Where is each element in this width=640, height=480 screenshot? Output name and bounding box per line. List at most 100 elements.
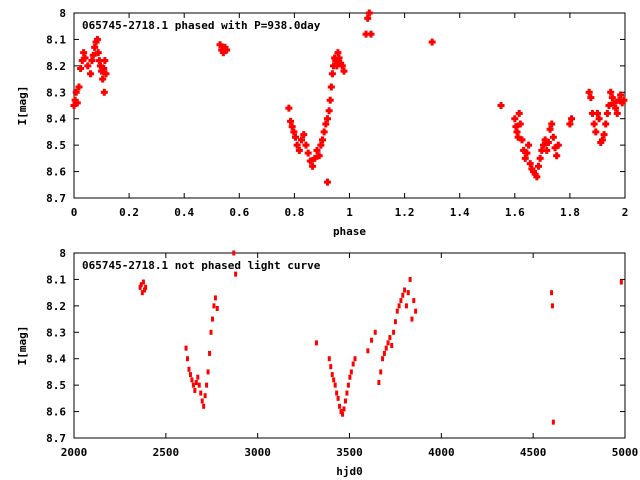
phased-x-tick-label: 0.2: [119, 206, 139, 219]
phased-data-point: [315, 152, 323, 160]
phased-data-point: [311, 154, 319, 162]
phased-x-tick-label: 0.4: [174, 206, 194, 219]
unphased-data-point: [140, 290, 144, 296]
phased-data-point: [593, 109, 601, 117]
phased-data-point: [216, 41, 224, 49]
unphased-data-point: [393, 319, 397, 325]
unphased-data-point: [408, 276, 412, 282]
phased-x-tick-label: 0: [71, 206, 78, 219]
unphased-data-point: [186, 356, 190, 362]
phased-x-tick-label: 1.2: [395, 206, 415, 219]
phased-data-point: [515, 109, 523, 117]
unphased-data-point: [215, 306, 219, 311]
unphased-y-tick-label: 8.4: [46, 353, 66, 366]
unphased-data-point: [335, 390, 339, 396]
phased-data-point: [290, 128, 298, 136]
phased-data-point: [322, 120, 330, 128]
phased-data-point: [100, 88, 108, 96]
phased-data-point: [338, 62, 346, 70]
unphased-x-tick-label: 2000: [61, 446, 88, 459]
unphased-data-point: [327, 356, 331, 362]
unphased-data-point: [232, 250, 236, 256]
phased-data-point: [590, 120, 598, 128]
phased-data-point: [88, 57, 96, 65]
phased-data-point: [223, 46, 231, 54]
phased-data-point: [541, 136, 549, 144]
unphased-data-point: [395, 308, 399, 314]
phased-data-point: [332, 57, 340, 65]
phased-data-point: [618, 99, 626, 107]
phased-x-axis-label: phase: [333, 225, 366, 238]
phased-data-point: [320, 128, 328, 136]
unphased-data-point: [193, 387, 197, 393]
unphased-data-point: [550, 303, 554, 309]
phased-data-point: [526, 160, 534, 168]
unphased-x-tick-label: 2500: [153, 446, 180, 459]
phased-data-point: [306, 157, 314, 165]
phased-data-point: [365, 9, 373, 17]
unphased-data-point: [348, 374, 352, 380]
phased-y-tick-label: 8.2: [46, 60, 66, 73]
phased-data-point: [75, 83, 83, 91]
unphased-data-point: [404, 303, 408, 309]
phased-data-point: [603, 109, 611, 117]
phased-chart: 0 0.2 0.4 0.6 0.8 1 1.2 1.4 1.6 1.8 2 8 8.1 8.2 8.3 8.…: [16, 7, 628, 238]
unphased-data-point: [345, 390, 349, 396]
phased-x-tick-label: 1.6: [505, 206, 525, 219]
unphased-data-points: [138, 250, 623, 425]
phased-data-points: [70, 9, 628, 186]
phased-data-point: [367, 30, 375, 38]
phased-data-point: [513, 128, 521, 136]
phased-data-point: [523, 149, 531, 157]
unphased-data-point: [343, 398, 347, 404]
phased-data-point: [98, 67, 106, 75]
phased-chart-title: 065745-2718.1 phased with P=938.0day: [82, 19, 321, 32]
unphased-data-point: [332, 377, 336, 383]
phased-data-point: [615, 96, 623, 104]
unphased-x-tick-label: 3000: [244, 446, 271, 459]
unphased-tick-marks: [73, 252, 626, 439]
unphased-data-point: [314, 340, 318, 346]
phased-data-point: [568, 115, 576, 123]
unphased-data-point: [213, 295, 217, 301]
phased-data-point: [95, 57, 103, 65]
unphased-data-point: [196, 374, 200, 380]
phased-data-point: [84, 62, 92, 70]
unphased-data-point: [138, 284, 142, 290]
phased-x-tick-label: 1: [346, 206, 353, 219]
phased-data-point: [323, 178, 331, 186]
phased-data-point: [298, 136, 306, 144]
unphased-data-point: [410, 316, 414, 322]
phased-y-tick-labels: 8 8.1 8.2 8.3 8.4 8.5 8.6 8.7: [46, 7, 66, 205]
phased-data-point: [221, 43, 229, 51]
phased-data-point: [605, 102, 613, 109]
unphased-data-point: [406, 290, 410, 296]
unphased-chart: 2000 2500 3000 3500 4000 4500 5000 88.18.28.38…: [16, 247, 638, 478]
unphased-chart-title: 065745-2718.1 not phased light curve: [82, 259, 321, 272]
unphased-data-point: [143, 287, 147, 293]
unphased-x-tick-label: 5000: [612, 446, 639, 459]
phased-data-point: [612, 104, 620, 112]
unphased-data-point: [338, 403, 342, 409]
phased-data-point: [93, 35, 101, 43]
unphased-y-tick-label: 8.1: [46, 273, 66, 286]
unphased-data-point: [202, 403, 206, 409]
phased-data-point: [300, 131, 308, 139]
phased-data-point: [293, 141, 301, 149]
phased-data-point: [598, 136, 606, 144]
unphased-data-point: [342, 406, 346, 412]
unphased-data-point: [414, 308, 418, 314]
phased-data-point: [96, 62, 104, 70]
phased-data-point: [328, 70, 336, 78]
phased-data-point: [525, 141, 533, 149]
unphased-data-point: [194, 380, 198, 385]
phased-data-point: [218, 46, 226, 54]
phased-y-tick-label: 8: [59, 7, 66, 20]
phased-data-point: [317, 141, 325, 149]
phased-data-point: [428, 38, 436, 46]
phased-y-tick-label: 8.7: [46, 192, 66, 205]
phased-data-point: [597, 139, 605, 146]
phased-data-point: [78, 57, 86, 65]
unphased-data-point: [209, 329, 213, 335]
phased-y-tick-label: 8.5: [46, 139, 66, 152]
